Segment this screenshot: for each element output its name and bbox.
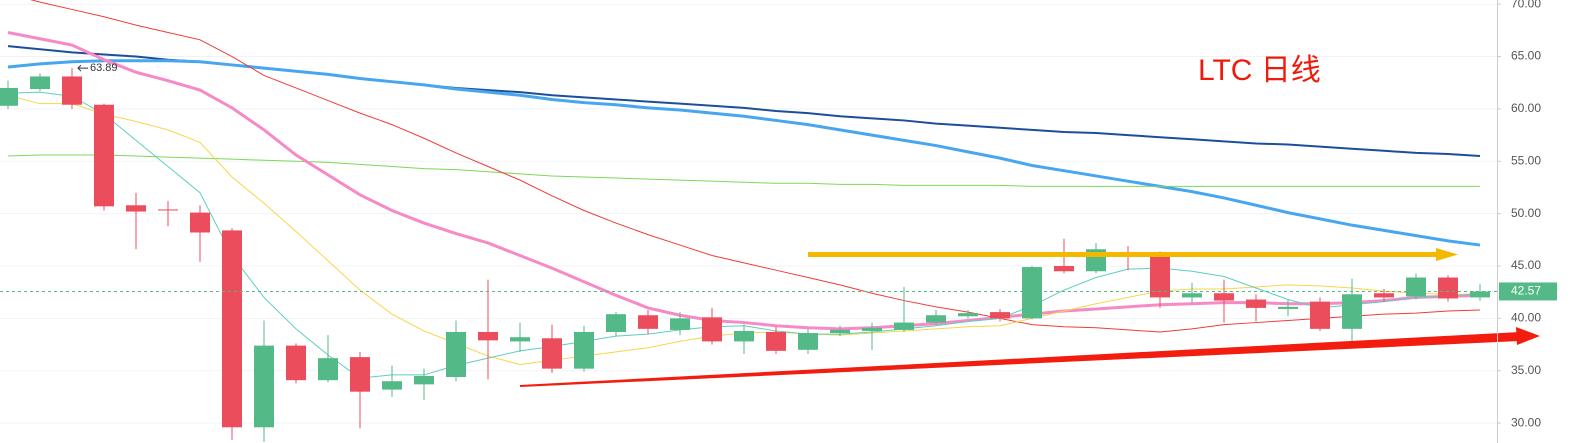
- candle-body: [670, 318, 690, 330]
- red-arrow-head: [1516, 327, 1540, 345]
- candle-body: [254, 345, 274, 428]
- candle-body: [1182, 293, 1202, 298]
- candle-body: [830, 329, 850, 334]
- last-price-box: [1499, 282, 1557, 301]
- candle-body: [30, 76, 50, 90]
- candle-body: [318, 358, 338, 381]
- candle-body: [1278, 306, 1298, 309]
- high-marker-label: 63.89: [90, 62, 118, 74]
- annotations: LTC 日线: [520, 54, 1540, 387]
- candle-body: [702, 317, 722, 342]
- candle-body: [542, 338, 562, 369]
- candle-body: [414, 375, 434, 385]
- candle-body: [1374, 293, 1394, 298]
- candle-body: [62, 76, 82, 105]
- candle-body: [894, 322, 914, 330]
- candle-body: [478, 331, 498, 341]
- candle-body: [286, 345, 306, 381]
- red-arrow-shaft: [520, 332, 1520, 387]
- candle-body: [1054, 266, 1074, 272]
- candle-body: [574, 331, 594, 369]
- candle-body: [350, 357, 370, 392]
- candle-body: [382, 381, 402, 390]
- moving-average-line: [7, 59, 1481, 247]
- candle-body: [510, 337, 530, 342]
- candle-body: [190, 212, 210, 233]
- y-tick-label: 45.00: [1511, 258, 1541, 272]
- candle-body: [766, 331, 786, 351]
- candle-body: [222, 230, 242, 428]
- candle-body: [862, 327, 882, 331]
- candle-body: [1438, 277, 1458, 299]
- moving-average-line: [7, 154, 1480, 187]
- candle-body: [1470, 291, 1490, 298]
- y-tick-label: 55.00: [1511, 153, 1541, 167]
- y-tick-label: 70.00: [1511, 0, 1541, 10]
- last-price-label: 42.57: [1511, 284, 1541, 298]
- candle-body: [1150, 255, 1170, 298]
- moving-average-line: [7, 30, 1481, 331]
- candle-body: [1406, 277, 1426, 297]
- chart-title: LTC 日线: [1198, 54, 1321, 87]
- candle-body: [926, 315, 946, 323]
- candle-body: [990, 312, 1010, 319]
- candle-body: [0, 87, 18, 106]
- candle-body: [638, 315, 658, 329]
- y-tick-label: 30.00: [1511, 415, 1541, 429]
- candle-body: [1310, 301, 1330, 329]
- candle-body: [1022, 267, 1042, 319]
- y-tick-label: 35.00: [1511, 363, 1541, 377]
- candle-body: [446, 331, 466, 378]
- candle-body: [1342, 294, 1362, 329]
- candle-body: [1246, 299, 1266, 308]
- plot-area: 63.89: [0, 0, 1497, 442]
- candle-body: [606, 314, 626, 332]
- candle-body: [158, 209, 178, 211]
- candle-body: [958, 313, 978, 317]
- candle-body: [126, 205, 146, 212]
- moving-average-line: [30, 0, 1481, 333]
- candle-body: [734, 330, 754, 342]
- y-axis: 30.00 35.00 40.00 45.00 50.00 55.00 60.00 65.00…: [1497, 0, 1557, 429]
- grid: [0, 3, 1497, 424]
- y-tick-label: 50.00: [1511, 206, 1541, 220]
- candle-body: [1214, 293, 1234, 301]
- candle-body: [94, 104, 114, 207]
- y-tick-label: 60.00: [1511, 101, 1541, 115]
- candle-body: [798, 333, 818, 350]
- y-tick-label: 40.00: [1511, 311, 1541, 325]
- y-tick-label: 65.00: [1511, 49, 1541, 63]
- high-marker-arrow: [77, 64, 88, 72]
- yellow-arrow-head: [1436, 248, 1458, 261]
